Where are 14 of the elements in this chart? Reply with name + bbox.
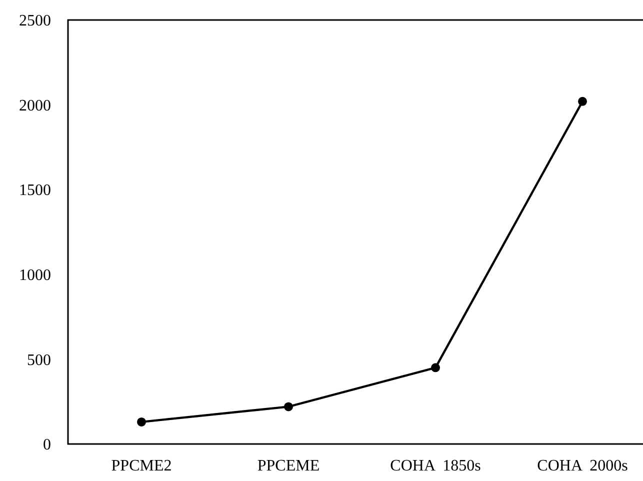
point bbox=[137, 417, 146, 426]
y-tick-label: 1000 bbox=[19, 267, 51, 284]
point bbox=[284, 402, 293, 412]
point bbox=[578, 96, 587, 106]
y-tick-label: 2500 bbox=[19, 12, 51, 30]
point bbox=[431, 363, 440, 372]
x-tick-label: PPCME2 bbox=[111, 458, 172, 475]
x-tick-label: COHA 1850s bbox=[390, 458, 481, 475]
y-tick-label: 500 bbox=[27, 352, 51, 369]
y-tick-label: 2000 bbox=[19, 97, 51, 114]
x-tick-label: COHA 2000s bbox=[537, 458, 628, 475]
x-tick-label: PPCEME bbox=[257, 458, 320, 475]
y-tick-label: 0 bbox=[43, 436, 51, 454]
y-tick-label: 1500 bbox=[19, 182, 51, 200]
